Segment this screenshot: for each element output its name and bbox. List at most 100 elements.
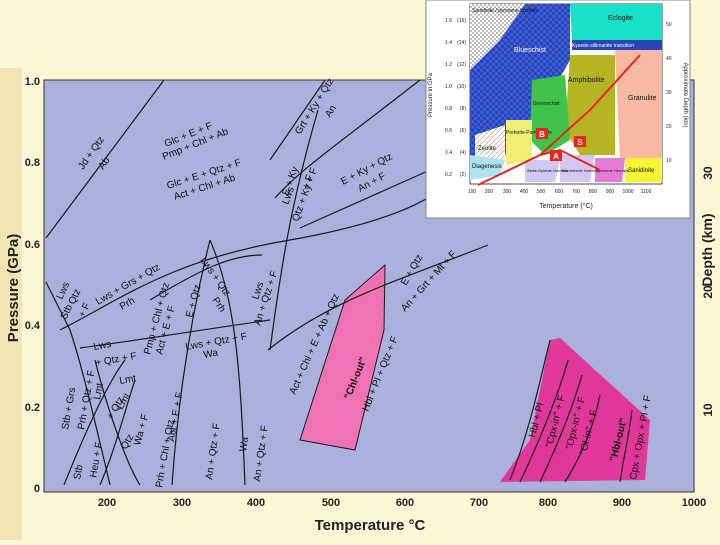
inset-y-ticks: 1.6 1.4 1.2 1.0 0.8 0.6 0.4 0.2 (16) (14…: [445, 18, 466, 178]
curve-e-qtz-an: [267, 244, 489, 351]
inset-label-sanidinite: Sanidinite: [628, 168, 655, 174]
curve-glc-lower: [274, 79, 421, 199]
curve-hul: [99, 379, 136, 486]
y2-tick-20: 20: [701, 285, 715, 299]
inset-x-tick-400: 400: [520, 189, 529, 195]
inset-field-ky-sil: [572, 40, 662, 50]
curve-lws-qtz-wa: [79, 319, 271, 349]
inset-x-title: Temperature (°C): [539, 202, 593, 210]
marker-s-label: S: [577, 138, 583, 147]
inset-label-greenschist: Greenschist: [533, 101, 560, 107]
inset-x-tick-1100: 1100: [641, 189, 652, 195]
x-tick-800: 800: [539, 497, 557, 509]
reaction-curves: [45, 79, 633, 486]
inset-x-tick-700: 700: [572, 189, 581, 195]
inset-label-pyroxene-hornfels: Pyroxene Hornfels: [596, 168, 629, 173]
x-tick-600: 600: [396, 497, 414, 509]
x-ticks: 200 300 400 500 600 700 800 900 1000: [98, 497, 706, 509]
inset-label-prehnite: Prehnite-Pumpellyite: [506, 130, 552, 136]
x-axis-title: Temperature °C: [315, 517, 426, 534]
inset-y-tick-0.4: 0.4: [445, 150, 452, 156]
y-tick-1.0: 1.0: [25, 76, 40, 88]
inset-y2-tick-50: 50: [666, 22, 672, 28]
curve-hbl-pl: [509, 339, 551, 481]
inset-label-blueschist: Blueschist: [514, 47, 546, 54]
inset-y-bars-8: (8): [460, 106, 466, 112]
curve-lws-an-main: [269, 109, 319, 351]
inset-field-diagenesis: [470, 155, 505, 180]
inset-y2-tick-20: 20: [666, 124, 672, 130]
curve-glc-upper: [269, 79, 326, 161]
y-tick-0.6: 0.6: [25, 239, 40, 251]
curve-lmt-heu: [63, 359, 126, 486]
inset-x-tick-200: 200: [485, 189, 494, 195]
inset-label-amphibolite: Amphibolite: [568, 77, 605, 84]
label-lws-3: Lws: [250, 281, 266, 301]
inset-y-title: Pressure in GPa: [428, 72, 434, 117]
inset-y-tick-0.2: 0.2: [445, 172, 452, 178]
inset-y-tick-1.4: 1.4: [445, 40, 452, 46]
inset-x-tick-100: 100: [468, 189, 477, 195]
inset-y2-title: Approximate Depth (km): [682, 62, 688, 127]
inset-y-bars-2: (2): [460, 172, 466, 178]
x-tick-500: 500: [322, 497, 340, 509]
y2-ticks: 30 20 10: [701, 166, 715, 417]
inset-geotherm-line: [477, 54, 641, 186]
y-ticks: 1.0 0.8 0.6 0.4 0.2 0: [25, 76, 41, 495]
inset-label-hornfels-ab: Albite-Epidote Hornfels: [527, 168, 568, 173]
y2-axis-title: Depth (km): [699, 213, 715, 286]
inset-label-diagenesis: Diagenesis: [472, 164, 502, 170]
inset-label-ky-sil: Kyanite-sillimanite transition: [572, 43, 634, 49]
x-tick-700: 700: [470, 497, 488, 509]
inset-x-tick-600: 600: [555, 189, 564, 195]
inset-y-bars-12: (12): [457, 62, 466, 68]
inset-y-bars-4: (4): [460, 150, 466, 156]
inset-y-tick-1.0: 1.0: [445, 84, 452, 90]
y-axis-title: Pressure (GPa): [5, 234, 22, 342]
curve-lws-boundary: [59, 189, 441, 331]
inset-y-bars-10: (10): [457, 84, 466, 90]
curve-ol-in: [564, 394, 601, 483]
inset-field-hornfels-hbl: [560, 155, 595, 182]
inset-field-prehnite: [506, 120, 532, 165]
marker-a-label: A: [553, 152, 559, 161]
curve-opx-in: [539, 374, 583, 483]
inset-y-tick-0.6: 0.6: [445, 128, 452, 134]
inset-label-eclogite: Eclogite: [608, 15, 633, 22]
curve-prh-to-wa: [209, 239, 246, 486]
inset-x-tick-300: 300: [503, 189, 512, 195]
marker-b-box: [536, 128, 548, 139]
label-wa-1: Wa: [203, 348, 220, 361]
y2-tick-30: 30: [701, 166, 715, 180]
curve-stb-qtz: [45, 281, 111, 486]
label-lmt-2: Lmt: [92, 382, 106, 401]
label-plus-f: + F: [300, 173, 315, 191]
inset-label-topleft: Sanidinite / pyroxene hornfels: [472, 8, 538, 14]
curve-jd-qtz-ab: [45, 79, 165, 239]
curve-hbl-out: [619, 409, 633, 483]
chl-out-field: [299, 263, 386, 451]
inset-label-zeolite: Zeolite: [478, 146, 497, 152]
inset-y2-tick-40: 40: [666, 56, 672, 62]
curve-lmt: [94, 359, 141, 486]
x-tick-200: 200: [98, 497, 116, 509]
inset-label-granulite: Granulite: [628, 95, 657, 102]
inset-field-pyroxene-hornfels: [595, 158, 625, 182]
inset-y-tick-0.8: 0.8: [445, 106, 452, 112]
inset-y-tick-1.2: 1.2: [445, 62, 452, 68]
inset-field-eclogite-cyan: [570, 4, 662, 40]
x-tick-900: 900: [613, 497, 631, 509]
label-lmt-1: Lmt: [119, 373, 138, 387]
inset-y-bars-14: (14): [457, 40, 466, 46]
inset-x-tick-800: 800: [589, 189, 598, 195]
y-tick-0: 0: [34, 483, 40, 495]
label-wa-2: Wa: [238, 436, 251, 452]
inset-label-hornfels-hbl: Hornblende Hornfels: [562, 168, 599, 173]
inset-field-amphibolite: [565, 55, 615, 155]
inset-x-tick-1000: 1000: [622, 189, 633, 195]
side-band-left: [0, 68, 22, 540]
inset-x-ticks: 100 200 300 400 500 600 700 800 900 1000…: [468, 189, 652, 195]
x-tick-300: 300: [173, 497, 191, 509]
inset-field-granulite: [615, 50, 662, 160]
